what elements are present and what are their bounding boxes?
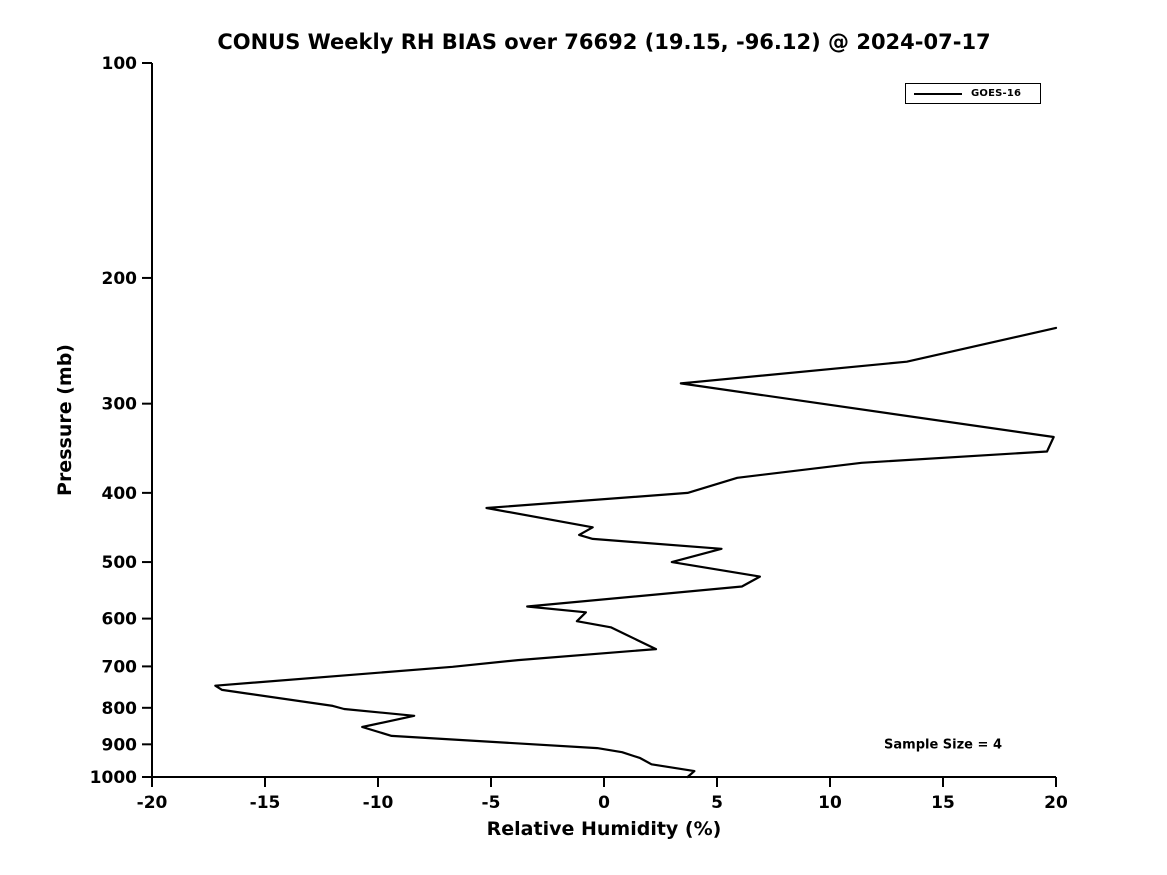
y-tick-label: 800	[102, 699, 138, 719]
x-tick-label: 0	[598, 793, 610, 813]
y-tick-label: 900	[102, 735, 138, 755]
y-tick-label: 500	[102, 553, 138, 573]
x-tick-label: 10	[818, 793, 842, 813]
y-tick-label: 300	[102, 395, 138, 415]
legend-line-sample	[914, 92, 962, 95]
x-tick-label: 15	[931, 793, 955, 813]
legend[interactable]: GOES-16	[905, 83, 1041, 104]
y-tick-label: 600	[102, 610, 138, 630]
y-tick-label: 700	[102, 657, 138, 677]
sample-size-annotation: Sample Size = 4	[884, 737, 1002, 753]
x-tick-label: -20	[137, 793, 168, 813]
legend-label: GOES-16	[971, 88, 1022, 99]
y-axis-label: Pressure (mb)	[54, 344, 76, 496]
x-axis-label: Relative Humidity (%)	[486, 818, 722, 840]
x-tick-label: -5	[482, 793, 501, 813]
y-tick-label: 100	[102, 54, 138, 74]
y-tick-label: 1000	[90, 768, 137, 788]
x-tick-label: 5	[711, 793, 723, 813]
x-tick-label: 20	[1044, 793, 1068, 813]
series-line-goes-16	[214, 326, 1058, 779]
x-tick-label: -15	[250, 793, 281, 813]
chart-title: CONUS Weekly RH BIAS over 76692 (19.15, …	[217, 30, 991, 54]
y-tick-label: 400	[102, 484, 138, 504]
x-tick-label: -10	[363, 793, 394, 813]
y-tick-label: 200	[102, 269, 138, 289]
